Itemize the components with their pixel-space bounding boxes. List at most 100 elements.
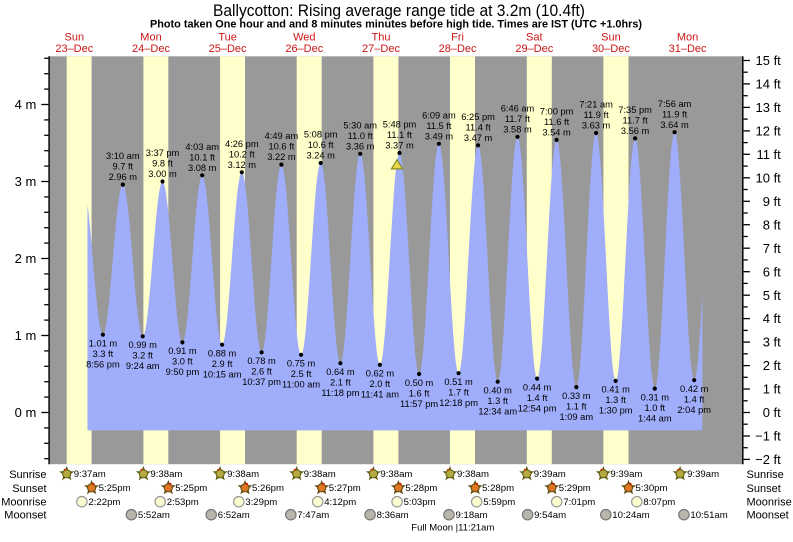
svg-text:2:22pm: 2:22pm <box>88 497 120 508</box>
svg-text:5:59pm: 5:59pm <box>483 497 515 508</box>
svg-text:3.2 ft: 3.2 ft <box>132 351 153 361</box>
svg-text:5:29pm: 5:29pm <box>559 483 591 494</box>
svg-text:Wed: Wed <box>293 31 315 43</box>
svg-text:Mon: Mon <box>140 31 161 43</box>
svg-text:5:28pm: 5:28pm <box>482 483 514 494</box>
svg-text:0.50 m: 0.50 m <box>405 378 434 388</box>
svg-text:Thu: Thu <box>372 31 391 43</box>
svg-text:1.3 ft: 1.3 ft <box>605 395 626 405</box>
svg-text:5:30pm: 5:30pm <box>636 483 668 494</box>
svg-text:0.42 m: 0.42 m <box>680 384 709 394</box>
svg-text:1.3 ft: 1.3 ft <box>487 396 508 406</box>
svg-text:9:24 am: 9:24 am <box>126 361 160 371</box>
svg-text:1 ft: 1 ft <box>763 382 781 397</box>
svg-text:10:51am: 10:51am <box>690 510 727 521</box>
svg-text:11.7 ft: 11.7 ft <box>623 116 649 126</box>
svg-text:15 ft: 15 ft <box>756 53 782 68</box>
svg-text:9:18am: 9:18am <box>456 510 488 521</box>
svg-text:28–Dec: 28–Dec <box>439 43 477 55</box>
svg-text:7 ft: 7 ft <box>763 241 781 256</box>
svg-text:2.6 ft: 2.6 ft <box>251 367 272 377</box>
svg-text:Moonset: Moonset <box>4 510 46 522</box>
svg-text:3 ft: 3 ft <box>763 335 781 350</box>
svg-text:0.99 m: 0.99 m <box>128 340 157 350</box>
svg-text:6 ft: 6 ft <box>763 264 781 279</box>
svg-text:26–Dec: 26–Dec <box>285 43 323 55</box>
svg-text:10.6 ft: 10.6 ft <box>308 140 334 150</box>
svg-text:Sunset: Sunset <box>12 483 46 495</box>
svg-text:0.64 m: 0.64 m <box>326 367 355 377</box>
svg-text:0.91 m: 0.91 m <box>168 346 197 356</box>
svg-text:Fri: Fri <box>451 31 464 43</box>
svg-text:1 m: 1 m <box>15 328 37 343</box>
svg-text:Sun: Sun <box>65 31 85 43</box>
svg-text:5:26pm: 5:26pm <box>252 483 284 494</box>
svg-text:11.1 ft: 11.1 ft <box>387 130 413 140</box>
svg-text:9:37am: 9:37am <box>74 469 106 480</box>
svg-text:9:38am: 9:38am <box>150 469 182 480</box>
svg-text:13 ft: 13 ft <box>756 100 782 115</box>
svg-text:4:49 am: 4:49 am <box>265 131 299 141</box>
svg-text:11.9 ft: 11.9 ft <box>584 110 610 120</box>
svg-text:7:56 am: 7:56 am <box>658 99 692 109</box>
svg-text:Photo taken One hour and and 8: Photo taken One hour and and 8 minutes m… <box>150 19 642 31</box>
svg-text:2 ft: 2 ft <box>763 358 781 373</box>
svg-text:0.41 m: 0.41 m <box>601 385 630 395</box>
svg-text:0.88 m: 0.88 m <box>208 349 237 359</box>
svg-text:3.3 ft: 3.3 ft <box>93 349 114 359</box>
svg-text:Sat: Sat <box>526 31 543 43</box>
svg-text:Ballycotton: Rising average ra: Ballycotton: Rising average range tide a… <box>213 1 585 20</box>
svg-text:3 m: 3 m <box>15 174 37 189</box>
svg-text:Full Moon |11:21am: Full Moon |11:21am <box>411 523 494 534</box>
svg-text:−2 ft: −2 ft <box>755 452 781 467</box>
svg-text:8:56 pm: 8:56 pm <box>86 360 120 370</box>
svg-text:7:21 am: 7:21 am <box>579 100 613 110</box>
svg-text:5:08 pm: 5:08 pm <box>304 130 338 140</box>
svg-text:1:44 am: 1:44 am <box>638 413 672 423</box>
svg-text:1.4 ft: 1.4 ft <box>684 395 705 405</box>
svg-text:3.56 m: 3.56 m <box>621 126 650 136</box>
svg-text:3.64 m: 3.64 m <box>660 120 689 130</box>
svg-text:5:30 am: 5:30 am <box>343 120 377 130</box>
svg-text:3.37 m: 3.37 m <box>385 141 414 151</box>
svg-text:2:04 pm: 2:04 pm <box>677 405 711 415</box>
svg-text:5:52am: 5:52am <box>138 510 170 521</box>
svg-text:3.58 m: 3.58 m <box>503 124 532 134</box>
svg-text:5:28pm: 5:28pm <box>405 483 437 494</box>
svg-text:3.49 m: 3.49 m <box>425 131 454 141</box>
svg-text:6:46 am: 6:46 am <box>501 103 535 113</box>
svg-text:9 ft: 9 ft <box>763 194 781 209</box>
svg-text:25–Dec: 25–Dec <box>209 43 247 55</box>
svg-text:6:09 am: 6:09 am <box>422 110 456 120</box>
svg-text:5:25pm: 5:25pm <box>99 483 131 494</box>
svg-text:5:25pm: 5:25pm <box>175 483 207 494</box>
svg-text:2:53pm: 2:53pm <box>167 497 199 508</box>
svg-text:24–Dec: 24–Dec <box>132 43 170 55</box>
svg-text:12:34 am: 12:34 am <box>478 407 517 417</box>
svg-text:9:50 pm: 9:50 pm <box>166 367 200 377</box>
svg-text:Moonset: Moonset <box>747 510 789 522</box>
svg-text:9:38am: 9:38am <box>457 469 489 480</box>
svg-text:11:57 pm: 11:57 pm <box>400 399 438 409</box>
svg-text:4:03 am: 4:03 am <box>185 142 219 152</box>
svg-text:11.4 ft: 11.4 ft <box>466 122 492 132</box>
svg-text:Tue: Tue <box>218 31 237 43</box>
svg-text:23–Dec: 23–Dec <box>55 43 93 55</box>
svg-text:9:38am: 9:38am <box>380 469 412 480</box>
svg-text:11:41 am: 11:41 am <box>361 390 399 400</box>
svg-text:2 m: 2 m <box>15 251 37 266</box>
svg-text:1.4 ft: 1.4 ft <box>527 393 548 403</box>
svg-text:4:12pm: 4:12pm <box>324 497 356 508</box>
svg-text:1.7 ft: 1.7 ft <box>448 388 469 398</box>
svg-text:3.54 m: 3.54 m <box>542 128 571 138</box>
svg-text:3:37 pm: 3:37 pm <box>146 148 180 158</box>
svg-text:11.0 ft: 11.0 ft <box>348 131 374 141</box>
svg-text:3.63 m: 3.63 m <box>582 121 611 131</box>
svg-text:11:00 am: 11:00 am <box>282 380 320 390</box>
svg-text:1.0 ft: 1.0 ft <box>644 403 665 413</box>
svg-text:3:29pm: 3:29pm <box>245 497 277 508</box>
svg-text:0.51 m: 0.51 m <box>444 377 473 387</box>
svg-text:10.2 ft: 10.2 ft <box>229 149 255 159</box>
svg-text:12:54 pm: 12:54 pm <box>518 403 557 413</box>
svg-text:27–Dec: 27–Dec <box>362 43 400 55</box>
